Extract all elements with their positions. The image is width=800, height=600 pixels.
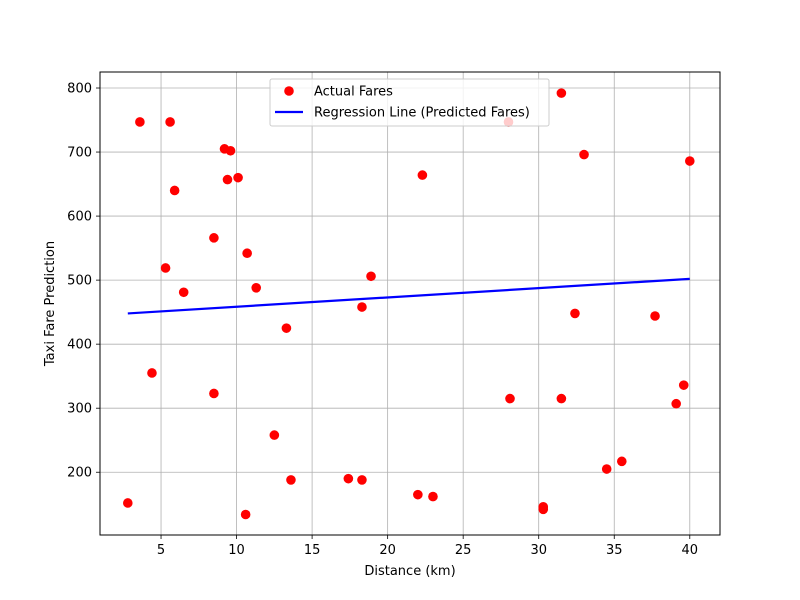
data-point bbox=[281, 323, 292, 333]
data-point bbox=[671, 398, 681, 409]
data-point bbox=[428, 491, 438, 502]
regression-line bbox=[127, 277, 690, 315]
data-point bbox=[147, 368, 157, 378]
data-point bbox=[505, 393, 515, 404]
legend-box bbox=[269, 78, 550, 127]
data-point bbox=[242, 248, 252, 259]
y-tick-label: 700 bbox=[67, 146, 92, 161]
data-point bbox=[357, 475, 367, 485]
grid-lines bbox=[100, 72, 720, 535]
y-tick-label: 500 bbox=[67, 274, 92, 289]
x-tick-label: 25 bbox=[455, 543, 472, 558]
data-point bbox=[570, 308, 580, 319]
legend-label-regression-line: Regression Line (Predicted Fares) bbox=[314, 106, 530, 121]
data-point bbox=[678, 380, 689, 390]
data-point bbox=[209, 233, 219, 243]
data-point bbox=[135, 117, 145, 127]
data-point bbox=[178, 287, 189, 298]
data-point bbox=[650, 311, 660, 321]
y-tick-label: 300 bbox=[67, 402, 92, 417]
scatter-points-layer bbox=[122, 88, 695, 520]
axis-ticks: 5 10 15 20 25 30 35 40 200 300 400 500 600 700 800 bbox=[67, 82, 698, 558]
data-point bbox=[601, 464, 612, 474]
legend-marker-actual-fares bbox=[284, 86, 294, 96]
y-tick-label: 200 bbox=[67, 466, 92, 481]
data-point bbox=[240, 509, 251, 520]
regression-line-layer bbox=[127, 277, 690, 315]
x-axis-label: Distance (km) bbox=[364, 564, 455, 579]
data-point bbox=[617, 456, 627, 467]
plot-area-frame bbox=[99, 71, 721, 536]
data-point bbox=[169, 185, 180, 196]
x-tick-label: 40 bbox=[682, 543, 699, 558]
data-point bbox=[684, 156, 695, 166]
data-point bbox=[556, 393, 567, 404]
x-tick-label: 30 bbox=[530, 543, 547, 558]
data-point bbox=[343, 473, 354, 484]
data-point bbox=[366, 271, 376, 282]
data-point bbox=[269, 430, 280, 440]
data-point bbox=[209, 388, 219, 399]
x-tick-label: 15 bbox=[304, 543, 321, 558]
y-axis-label: Taxi Fare Prediction bbox=[43, 241, 58, 367]
data-point bbox=[417, 170, 428, 180]
data-point bbox=[357, 302, 367, 312]
data-point bbox=[225, 145, 236, 156]
data-point bbox=[538, 504, 549, 515]
legend: Actual Fares Regression Line (Predicted … bbox=[269, 78, 550, 127]
x-tick-label: 20 bbox=[379, 543, 396, 558]
data-point bbox=[286, 475, 296, 485]
data-point bbox=[251, 283, 262, 293]
data-point bbox=[160, 263, 171, 273]
data-point bbox=[413, 489, 423, 500]
data-point bbox=[165, 117, 175, 127]
x-tick-label: 10 bbox=[228, 543, 245, 558]
y-tick-label: 600 bbox=[67, 210, 92, 225]
data-point bbox=[579, 149, 589, 160]
data-point bbox=[556, 88, 567, 98]
x-tick-label: 35 bbox=[606, 543, 623, 558]
x-tick-label: 5 bbox=[157, 543, 165, 558]
y-tick-label: 400 bbox=[67, 338, 92, 353]
data-point bbox=[122, 498, 133, 508]
legend-label-actual-fares: Actual Fares bbox=[314, 85, 393, 100]
data-point bbox=[233, 172, 243, 183]
y-tick-label: 800 bbox=[67, 82, 92, 97]
data-point bbox=[222, 174, 233, 185]
